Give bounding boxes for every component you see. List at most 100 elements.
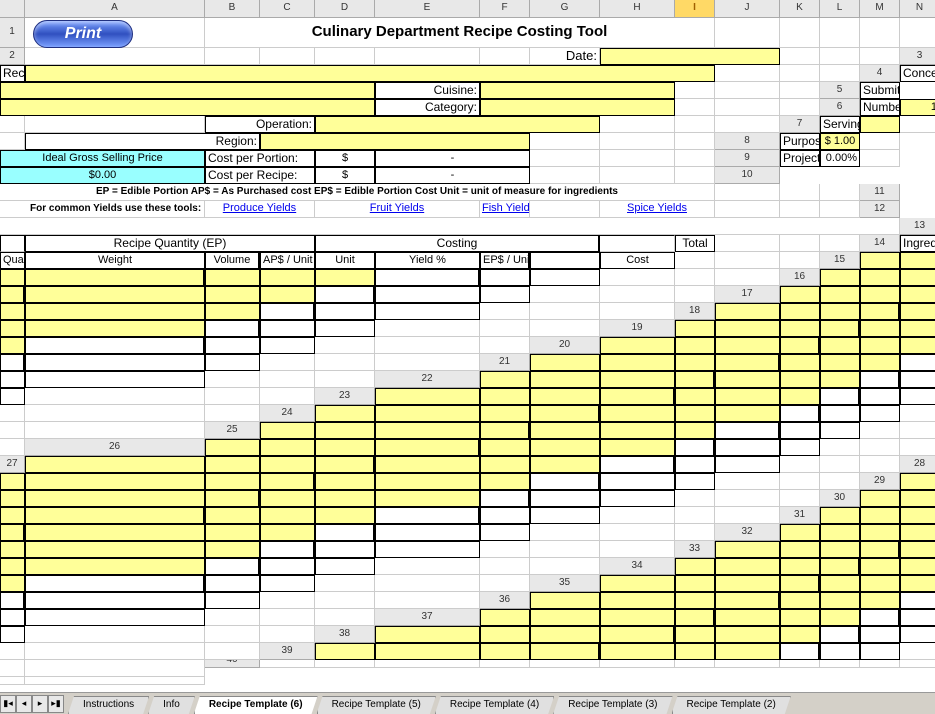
eps-unit-cell[interactable] [530,473,600,490]
unit-cell[interactable] [205,524,260,541]
eps-unit-cell[interactable] [0,354,25,371]
quantity-cell[interactable] [530,371,600,388]
volume-cell[interactable] [205,490,260,507]
ingredient-cell[interactable] [820,269,860,286]
ingredient-cell[interactable] [715,541,780,558]
aps-unit-cell[interactable] [900,541,935,558]
volume-cell[interactable] [900,286,935,303]
quantity-cell[interactable] [25,473,205,490]
aps-unit-cell[interactable] [715,609,780,626]
cost-cell[interactable] [530,507,600,524]
select-all-corner[interactable] [0,0,25,18]
eps-unit-cell[interactable] [25,575,205,592]
quantity-cell[interactable] [0,490,25,507]
eps-unit-cell[interactable] [260,541,315,558]
yield-pct-cell[interactable] [780,626,820,643]
cost-cell[interactable] [205,592,260,609]
row-14[interactable]: 14 [860,235,900,252]
ingredient-cell[interactable] [375,626,480,643]
spacer-cell[interactable] [315,541,375,558]
quantity-cell[interactable] [860,269,900,286]
yield-pct-cell[interactable] [715,405,780,422]
unit-cell[interactable] [375,473,480,490]
col-B[interactable]: B [205,0,260,18]
row-2[interactable]: 2 [0,48,25,65]
ingredient-cell[interactable] [820,507,860,524]
yield-pct-cell[interactable] [315,269,375,286]
eps-unit-cell[interactable] [900,592,935,609]
col-H[interactable]: H [600,0,675,18]
spacer-cell[interactable] [375,524,480,541]
aps-unit-cell[interactable] [480,439,530,456]
aps-unit-cell[interactable] [860,558,900,575]
yield-pct-cell[interactable] [0,337,25,354]
unit-cell[interactable] [820,354,860,371]
cost-cell[interactable] [900,388,935,405]
quantity-cell[interactable] [780,303,820,320]
volume-cell[interactable] [675,371,715,388]
eps-unit-cell[interactable] [675,439,715,456]
quantity-cell[interactable] [480,626,530,643]
row-26[interactable]: 26 [25,439,205,456]
unit-cell[interactable] [205,286,260,303]
volume-cell[interactable] [780,337,820,354]
cost-cell[interactable] [860,643,900,660]
row-40[interactable]: 40 [205,660,260,668]
quantity-cell[interactable] [715,320,780,337]
weight-cell[interactable] [25,490,205,507]
weight-cell[interactable] [780,320,820,337]
eps-unit-cell[interactable] [205,320,260,337]
col-M[interactable]: M [860,0,900,18]
quantity-cell[interactable] [260,439,315,456]
unit-cell[interactable] [0,320,25,337]
eps-unit-cell[interactable] [860,609,900,626]
volume-cell[interactable] [530,643,600,660]
weight-cell[interactable] [530,388,600,405]
purposed-price-input[interactable]: $ 1.00 [820,133,860,150]
ingredient-cell[interactable] [900,473,935,490]
quantity-cell[interactable] [530,609,600,626]
yield-pct-cell[interactable] [260,286,315,303]
aps-unit-cell[interactable] [600,405,675,422]
row-10[interactable]: 10 [715,167,780,184]
aps-unit-cell[interactable] [820,337,860,354]
weight-cell[interactable] [530,626,600,643]
row-38[interactable]: 38 [315,626,375,643]
spacer-cell[interactable] [780,422,820,439]
eps-unit-cell[interactable] [375,507,480,524]
weight-cell[interactable] [600,371,675,388]
ingredient-cell[interactable] [480,609,530,626]
row-8[interactable]: 8 [715,133,780,150]
unit-cell[interactable] [315,490,375,507]
spacer-cell[interactable] [820,643,860,660]
cost-cell[interactable] [820,422,860,439]
cost-cell[interactable] [0,388,25,405]
volume-cell[interactable] [25,507,205,524]
spacer-cell[interactable] [315,303,375,320]
ingredient-cell[interactable] [480,371,530,388]
yield-pct-cell[interactable] [900,575,935,592]
weight-cell[interactable] [205,473,260,490]
unit-cell[interactable] [900,558,935,575]
row-27[interactable]: 27 [0,456,25,473]
col-D[interactable]: D [315,0,375,18]
row-20[interactable]: 20 [530,337,600,354]
unit-cell[interactable] [780,371,820,388]
eps-unit-cell[interactable] [715,422,780,439]
spacer-cell[interactable] [675,456,715,473]
unit-cell[interactable] [820,592,860,609]
yield-pct-cell[interactable] [0,575,25,592]
yield-pct-cell[interactable] [860,354,900,371]
row-4[interactable]: 4 [860,65,900,82]
quantity-cell[interactable] [600,354,675,371]
tab-recipe-5[interactable]: Recipe Template (5) [317,696,436,714]
eps-unit-cell[interactable] [780,405,820,422]
aps-unit-cell[interactable] [900,303,935,320]
spacer-cell[interactable] [260,558,315,575]
unit-cell[interactable] [860,337,900,354]
yield-pct-cell[interactable] [780,388,820,405]
col-K[interactable]: K [780,0,820,18]
spacer-cell[interactable] [0,609,25,626]
volume-cell[interactable] [715,354,780,371]
category-input[interactable] [480,99,675,116]
